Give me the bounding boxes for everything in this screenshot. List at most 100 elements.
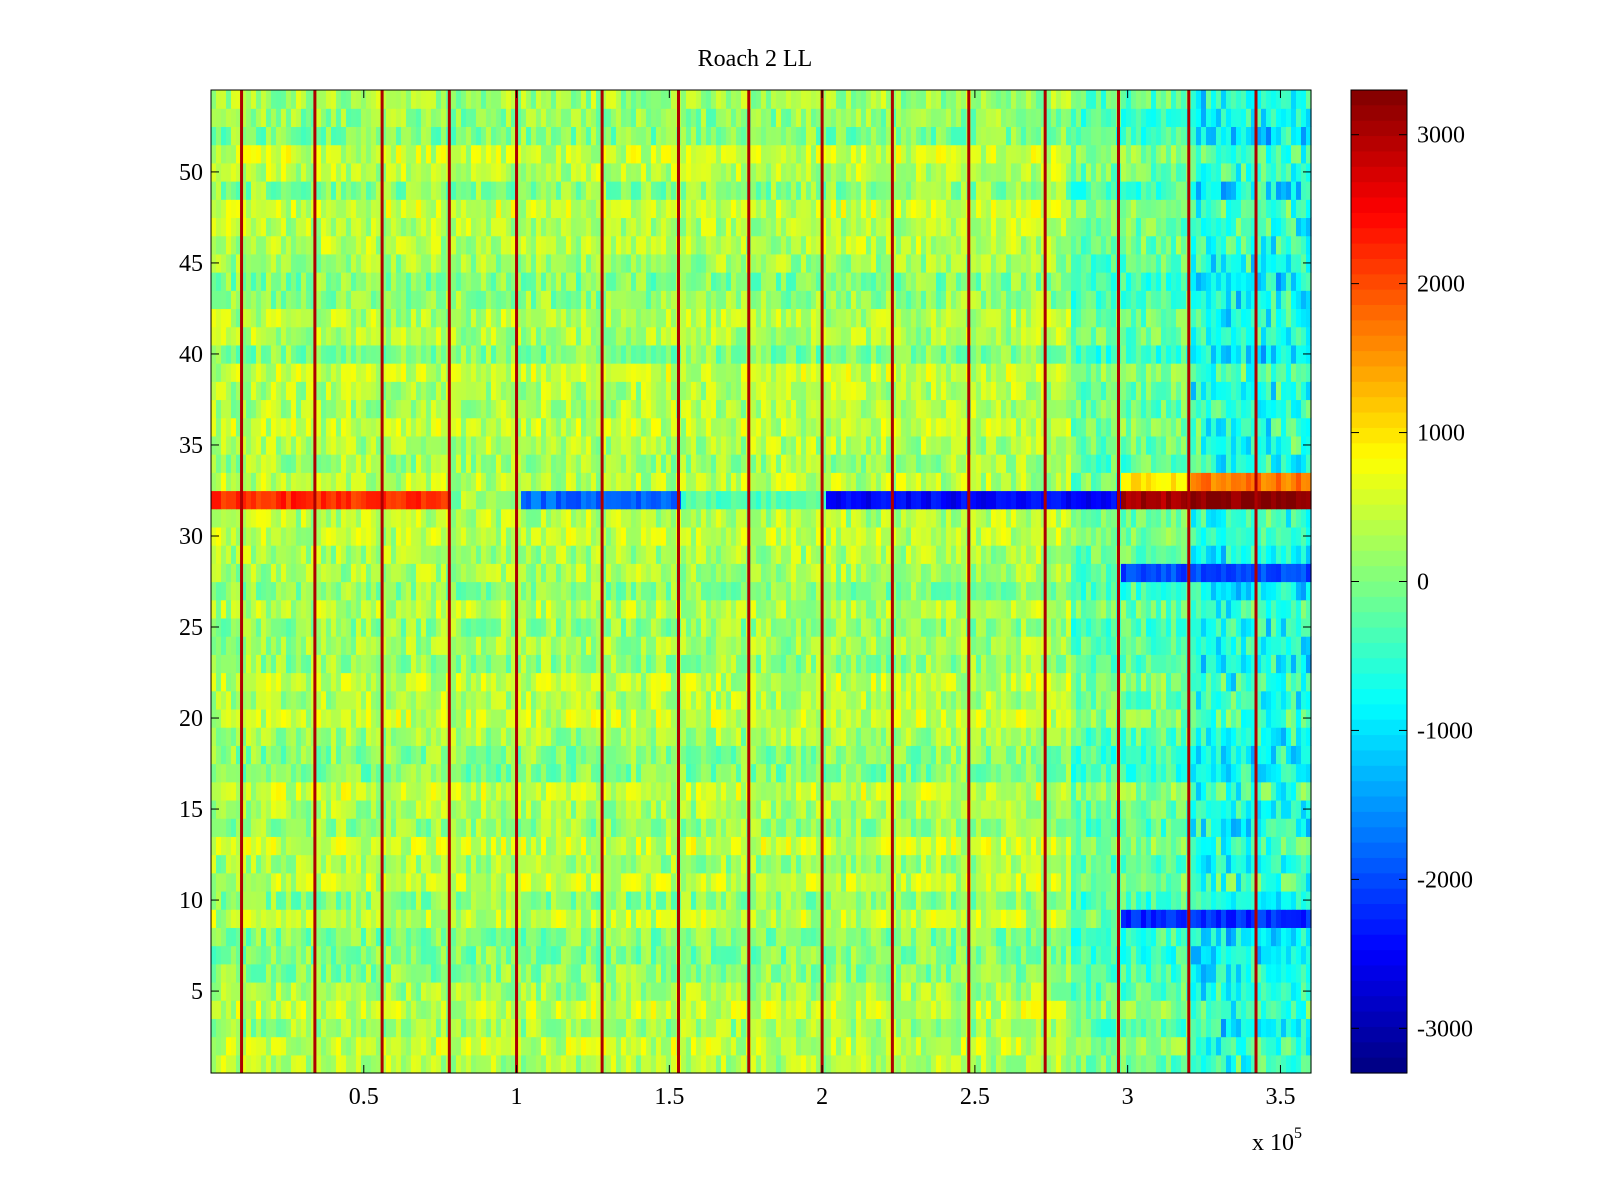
heatmap-cell <box>1216 872 1222 892</box>
heatmap-cell <box>1211 927 1217 947</box>
heatmap-cell <box>851 763 857 783</box>
heatmap-cell <box>671 690 677 710</box>
heatmap-cell <box>606 799 612 819</box>
heatmap-cell <box>1231 945 1237 965</box>
heatmap-cell <box>956 1000 962 1019</box>
heatmap-cell <box>426 909 432 928</box>
heatmap-cell <box>691 1036 697 1056</box>
heatmap-cell <box>1091 708 1097 728</box>
heatmap-cell <box>1196 927 1202 947</box>
heatmap-cell <box>866 1054 872 1074</box>
heatmap-cell <box>971 836 977 856</box>
heatmap-cell <box>1126 708 1132 728</box>
heatmap-cell <box>706 963 712 983</box>
heatmap-cell <box>641 836 647 856</box>
heatmap-cell <box>1166 745 1172 765</box>
heatmap-cell <box>1051 1036 1057 1056</box>
heatmap-cell <box>1036 890 1042 910</box>
heatmap-cell <box>521 1054 527 1074</box>
heatmap-cell <box>911 672 917 692</box>
heatmap-cell <box>1106 872 1112 892</box>
heatmap-cell <box>761 890 767 910</box>
heatmap-cell <box>736 799 742 819</box>
heatmap-cell <box>276 872 282 892</box>
heatmap-cell <box>1131 854 1137 874</box>
heatmap-cell <box>421 727 427 746</box>
heatmap-cell <box>856 909 862 928</box>
heatmap-cell <box>731 799 737 819</box>
heatmap-cell <box>631 1036 637 1056</box>
heatmap-cell <box>501 818 507 837</box>
heatmap-cell <box>491 763 497 783</box>
heatmap-cell <box>1076 745 1082 765</box>
heatmap-cell <box>651 690 657 710</box>
heatmap-cell <box>546 927 552 947</box>
heatmap-cell <box>846 1000 852 1019</box>
heatmap-cell <box>356 854 362 874</box>
heatmap-cell <box>731 981 737 1001</box>
heatmap-cell <box>541 799 547 819</box>
heatmap-cell <box>661 781 667 801</box>
heatmap-cell <box>1016 1018 1022 1038</box>
heatmap-cell <box>1216 690 1222 710</box>
heatmap-cell <box>901 890 907 910</box>
heatmap-cell <box>936 745 942 765</box>
heatmap-cell <box>646 745 652 765</box>
heatmap-cell <box>681 872 687 892</box>
heatmap-cell <box>761 854 767 874</box>
heatmap-cell <box>271 927 277 947</box>
heatmap-cell <box>441 1036 447 1056</box>
heatmap-cell <box>511 981 517 1001</box>
heatmap-cell <box>646 1054 652 1074</box>
heatmap-cell <box>881 854 887 874</box>
heatmap-cell <box>496 1054 502 1074</box>
heatmap-cell <box>701 890 707 910</box>
heatmap-cell <box>276 963 282 983</box>
heatmap-cell <box>1201 818 1207 837</box>
heatmap-cell <box>681 708 687 728</box>
heatmap-cell <box>1231 909 1237 928</box>
heatmap-cell <box>1156 909 1162 928</box>
heatmap-cell <box>296 1036 302 1056</box>
heatmap-cell <box>826 690 832 710</box>
heatmap-cell <box>1141 745 1147 765</box>
heatmap-cell <box>1226 927 1232 947</box>
heatmap-cell <box>816 745 822 765</box>
heatmap-cell <box>431 981 437 1001</box>
heatmap-cell <box>1121 909 1127 928</box>
heatmap-cell <box>361 1018 367 1038</box>
heatmap-cell <box>756 1036 762 1056</box>
heatmap-cell <box>376 654 382 674</box>
heatmap-cell <box>1201 781 1207 801</box>
heatmap-cell <box>576 763 582 783</box>
heatmap-cell <box>611 963 617 983</box>
heatmap-cell <box>1271 1054 1277 1074</box>
heatmap-cell <box>511 745 517 765</box>
heatmap-cell <box>636 763 642 783</box>
heatmap-cell <box>861 708 867 728</box>
heatmap-cell <box>1001 1036 1007 1056</box>
heatmap-cell <box>386 981 392 1001</box>
heatmap-cell <box>276 799 282 819</box>
heatmap-cell <box>416 854 422 874</box>
heatmap-cell <box>531 909 537 928</box>
heatmap-cell <box>736 872 742 892</box>
heatmap-cell <box>1276 799 1282 819</box>
heatmap-cell <box>1061 1018 1067 1038</box>
heatmap-cell <box>806 927 812 947</box>
heatmap-cell <box>531 727 537 746</box>
heatmap-cell <box>901 1054 907 1074</box>
heatmap-cell <box>251 836 257 856</box>
heatmap-cell <box>466 781 472 801</box>
heatmap-cell <box>1221 799 1227 819</box>
heatmap-cell <box>331 872 337 892</box>
heatmap-cell <box>691 1018 697 1038</box>
heatmap-cell <box>231 708 237 728</box>
heatmap-cell <box>871 708 877 728</box>
heatmap-cell <box>626 1000 632 1019</box>
heatmap-cell <box>1301 909 1307 928</box>
heatmap-cell <box>686 727 692 746</box>
heatmap-cell <box>531 1054 537 1074</box>
heatmap-cell <box>486 854 492 874</box>
heatmap-cell <box>1056 1054 1062 1074</box>
